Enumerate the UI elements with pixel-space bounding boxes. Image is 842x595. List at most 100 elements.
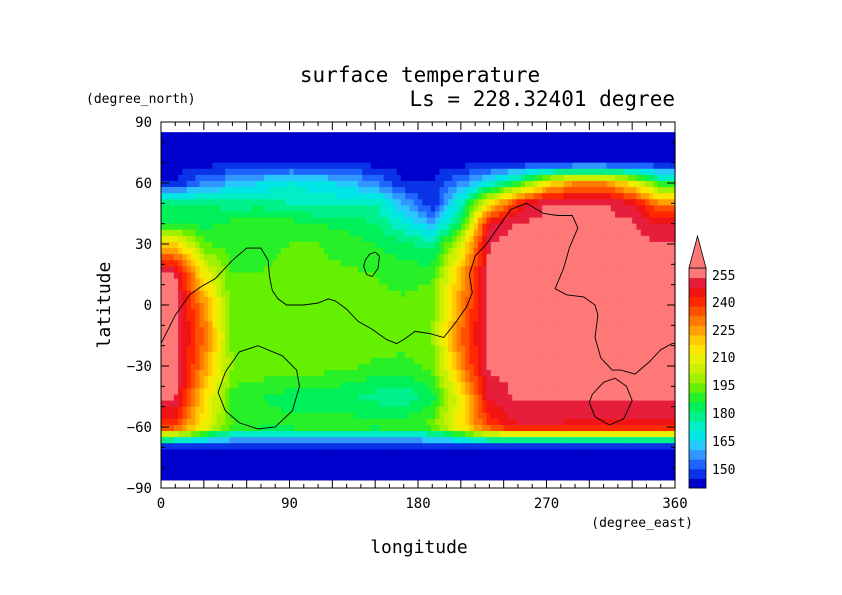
heatmap-cell <box>623 144 629 152</box>
heatmap-cell <box>640 327 646 335</box>
heatmap-cell <box>430 302 436 310</box>
heatmap-cell <box>400 266 406 274</box>
heatmap-cell <box>336 376 342 383</box>
heatmap-cell <box>250 382 256 389</box>
heatmap-cell <box>435 376 441 383</box>
heatmap-cell <box>216 241 222 249</box>
heatmap-cell <box>546 199 552 206</box>
heatmap-cell <box>426 302 432 310</box>
heatmap-cell <box>366 162 372 170</box>
heatmap-cell <box>649 229 655 237</box>
heatmap-cell <box>280 229 286 237</box>
heatmap-cell <box>619 132 625 139</box>
heatmap-cell <box>293 223 299 231</box>
heatmap-cell <box>293 211 299 219</box>
heatmap-cell <box>216 150 222 158</box>
heatmap-cell <box>473 217 479 225</box>
heatmap-cell <box>285 144 291 152</box>
heatmap-cell <box>555 351 560 359</box>
heatmap-cell <box>238 266 243 274</box>
heatmap-cell <box>173 162 179 170</box>
heatmap-cell <box>550 156 556 164</box>
heatmap-cell <box>435 321 441 328</box>
heatmap-cell <box>276 193 282 200</box>
heatmap-cell <box>396 370 402 377</box>
heatmap-cell <box>610 132 616 139</box>
heatmap-cell <box>392 382 398 389</box>
heatmap-cell <box>636 284 642 292</box>
heatmap-cell <box>246 193 252 200</box>
heatmap-cell <box>366 266 372 274</box>
heatmap-cell <box>259 345 265 353</box>
heatmap-cell <box>375 296 381 304</box>
heatmap-cell <box>233 345 239 353</box>
heatmap-cell <box>585 302 590 310</box>
heatmap-cell <box>520 138 526 145</box>
heatmap-cell <box>649 223 655 231</box>
heatmap-cell <box>405 144 411 152</box>
heatmap-cell <box>225 217 231 225</box>
heatmap-cell <box>460 321 466 328</box>
heatmap-cell <box>636 156 642 164</box>
heatmap-cell <box>610 266 616 274</box>
heatmap-cell <box>208 205 213 213</box>
heatmap-cell <box>439 315 445 322</box>
heatmap-cell <box>602 144 608 152</box>
heatmap-cell <box>298 174 303 182</box>
heatmap-cell <box>512 138 518 145</box>
heatmap-cell <box>615 223 620 231</box>
heatmap-cell <box>460 168 466 176</box>
heatmap-cell <box>413 217 419 225</box>
heatmap-cell <box>456 272 462 280</box>
heatmap-cell <box>268 211 273 219</box>
heatmap-cell <box>353 223 359 231</box>
heatmap-cell <box>580 260 586 267</box>
heatmap-cell <box>452 315 458 322</box>
heatmap-cell <box>640 199 646 206</box>
heatmap-cell <box>529 370 535 377</box>
heatmap-cell <box>225 229 231 237</box>
heatmap-cell <box>422 217 428 225</box>
heatmap-cell <box>632 272 638 280</box>
heatmap-cell <box>173 205 179 213</box>
heatmap-cell <box>212 370 218 377</box>
heatmap-cell <box>426 278 432 286</box>
heatmap-cell <box>199 315 205 322</box>
heatmap-cell <box>486 284 492 292</box>
heatmap-cell <box>165 217 171 225</box>
heatmap-cell <box>512 260 518 267</box>
heatmap-cell <box>430 138 436 145</box>
heatmap-cell <box>306 357 312 365</box>
heatmap-cell <box>662 309 668 316</box>
heatmap-cell <box>169 266 175 274</box>
heatmap-cell <box>640 156 646 164</box>
heatmap-cell <box>529 241 535 249</box>
heatmap-cell <box>225 150 231 158</box>
heatmap-cell <box>512 174 518 182</box>
heatmap-cell <box>435 156 441 164</box>
heatmap-cell <box>418 193 423 200</box>
heatmap-cell <box>443 302 449 310</box>
heatmap-cell <box>379 229 385 237</box>
heatmap-cell <box>632 345 638 353</box>
heatmap-cell <box>182 241 188 249</box>
heatmap-cell <box>186 235 192 243</box>
heatmap-cell <box>340 357 346 365</box>
heatmap-cell <box>302 284 308 292</box>
heatmap-cell <box>293 339 299 347</box>
heatmap-cell <box>593 272 599 280</box>
heatmap-cell <box>233 156 239 164</box>
heatmap-cell <box>653 180 659 188</box>
heatmap-cell <box>619 260 625 267</box>
heatmap-cell <box>439 144 445 152</box>
heatmap-cell <box>426 315 432 322</box>
heatmap-cell <box>358 138 363 145</box>
heatmap-cell <box>302 241 308 249</box>
heatmap-cell <box>285 272 291 280</box>
heatmap-cell <box>443 376 449 383</box>
heatmap-cell <box>559 272 565 280</box>
heatmap-cell <box>559 321 565 328</box>
heatmap-cell <box>298 223 303 231</box>
heatmap-cell <box>576 193 582 200</box>
heatmap-cell <box>212 327 218 335</box>
